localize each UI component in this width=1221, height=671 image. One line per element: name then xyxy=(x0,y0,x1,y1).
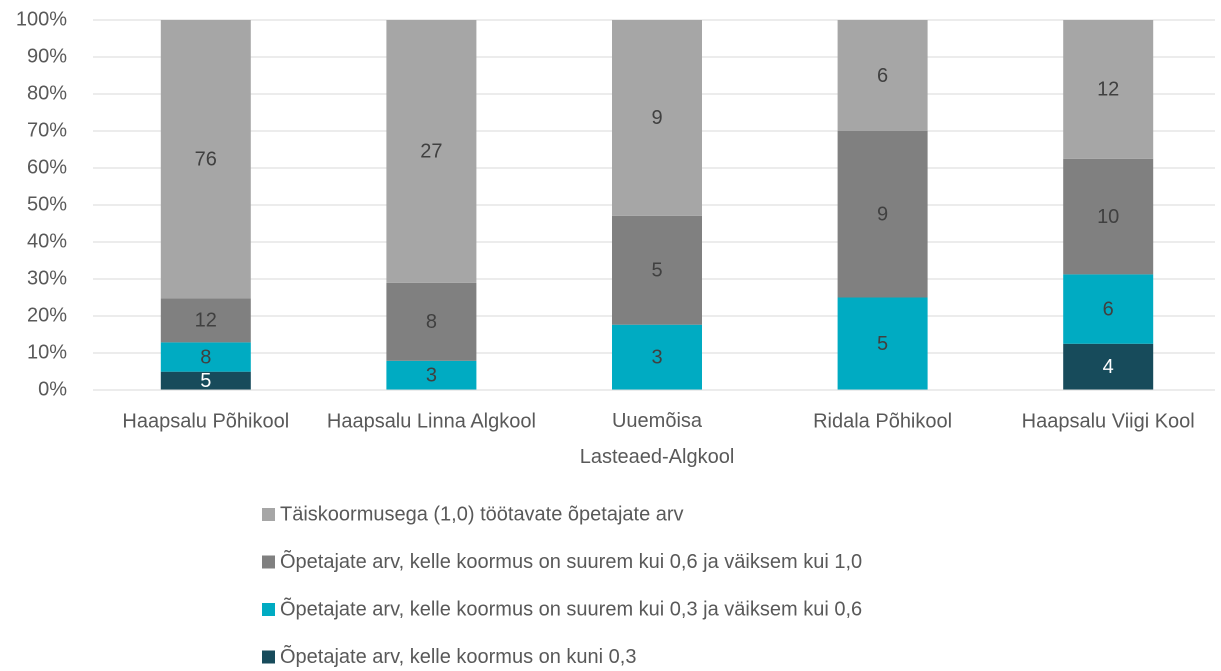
data-label: 4 xyxy=(1103,356,1114,378)
y-tick-label: 100% xyxy=(16,8,67,30)
x-tick-label: Haapsalu Viigi Kool xyxy=(1022,410,1195,432)
y-tick-label: 40% xyxy=(27,230,67,252)
data-label: 27 xyxy=(420,141,442,163)
bar-segment xyxy=(160,342,251,372)
x-tick-label: Haapsalu Põhikool xyxy=(122,410,289,432)
y-tick-label: 80% xyxy=(27,82,67,104)
y-tick-label: 30% xyxy=(27,267,67,289)
y-tick-label: 10% xyxy=(27,341,67,363)
bar-segment xyxy=(612,324,702,390)
legend-swatch xyxy=(262,555,275,569)
bar-segment xyxy=(386,20,477,283)
data-label: 3 xyxy=(426,365,437,387)
x-tick-label: Ridala Põhikool xyxy=(813,410,952,432)
bar-segment xyxy=(160,298,251,343)
legend-swatch xyxy=(262,650,275,664)
y-tick-label: 20% xyxy=(27,304,67,326)
bar-segment xyxy=(160,371,251,390)
bar-segment xyxy=(837,297,928,390)
bar-segment xyxy=(160,20,251,299)
data-label: 5 xyxy=(651,260,662,282)
x-tick-label: Haapsalu Linna Algkool xyxy=(327,410,536,432)
legend-swatch xyxy=(262,508,275,521)
bar-segment xyxy=(1063,274,1154,344)
legend-label: Õpetajate arv, kelle koormus on suurem k… xyxy=(280,596,862,620)
data-label: 6 xyxy=(1103,298,1114,320)
legend-label: Täiskoormusega (1,0) töötavate õpetajate… xyxy=(280,503,684,525)
bar-segment xyxy=(386,360,477,390)
data-label: 8 xyxy=(200,346,211,368)
data-label: 3 xyxy=(651,347,662,369)
data-label: 5 xyxy=(200,370,211,392)
legend-label: Õpetajate arv, kelle koormus on suurem k… xyxy=(280,549,862,573)
x-tick-label-line: Lasteaed-Algkool xyxy=(580,446,735,468)
data-label: 6 xyxy=(877,65,888,87)
bar-segment xyxy=(837,131,928,298)
y-tick-label: 0% xyxy=(38,378,67,400)
x-tick-label-line: Uuemõisa xyxy=(612,410,703,432)
bar-segment xyxy=(1063,20,1154,159)
bar-segment xyxy=(837,20,928,131)
y-tick-label: 60% xyxy=(27,156,67,178)
data-label: 5 xyxy=(877,333,888,355)
y-tick-label: 50% xyxy=(27,193,67,215)
data-label: 12 xyxy=(1097,79,1119,101)
data-label: 10 xyxy=(1097,206,1119,228)
data-label: 9 xyxy=(877,204,888,226)
legend-swatch xyxy=(262,603,275,616)
bar-segment xyxy=(1063,343,1154,390)
data-label: 76 xyxy=(195,148,217,170)
x-tick-label: Uuemõisa Lasteaed-Algkool xyxy=(580,410,735,468)
bar-segment xyxy=(386,282,477,361)
legend-label: Õpetajate arv, kelle koormus on kuni 0,3 xyxy=(280,644,636,668)
data-label: 12 xyxy=(195,310,217,332)
bar-segment xyxy=(612,215,702,325)
data-label: 9 xyxy=(651,107,662,129)
bar-segment xyxy=(612,20,702,216)
y-tick-label: 90% xyxy=(27,45,67,67)
y-tick-label: 70% xyxy=(27,119,67,141)
bar-segment xyxy=(1063,158,1154,275)
data-label: 8 xyxy=(426,311,437,333)
